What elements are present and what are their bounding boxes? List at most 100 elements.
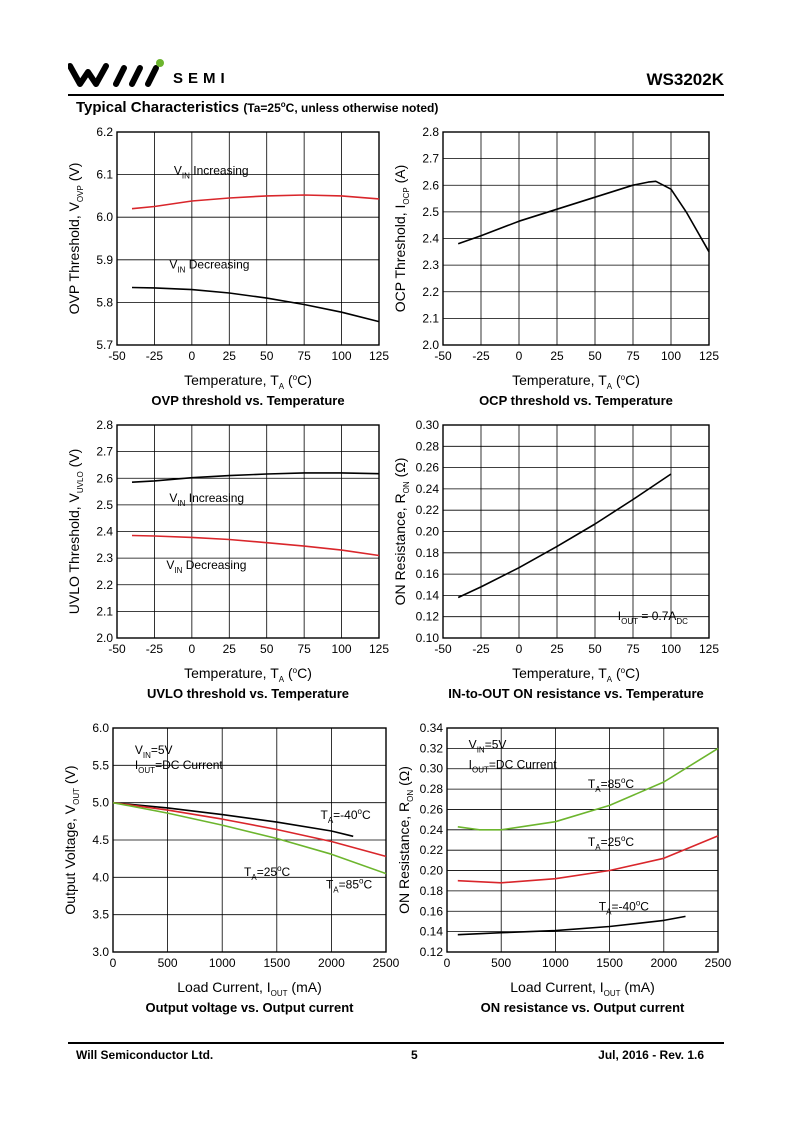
chart-3: -50 -25 0 25 50 75 100 125 2.0 2.1 2.2 2.3 2.4 2.5 2.6… <box>66 418 389 701</box>
x-axis-label: Load Current, IOUT (mA) <box>177 979 322 998</box>
y-tick-label: 0.28 <box>420 782 444 796</box>
x-tick-label: 75 <box>297 642 311 656</box>
y-tick-label: 0.34 <box>420 721 444 735</box>
section-title: Typical Characteristics (Ta=25oC, unless… <box>76 99 438 116</box>
x-tick-label: 1500 <box>263 956 290 970</box>
page-header: SEMI WS3202K <box>68 58 724 98</box>
y-tick-label: 0.32 <box>420 741 444 755</box>
series-line-2 <box>131 534 380 557</box>
x-tick-label: 0 <box>189 642 196 656</box>
y-tick-label: 0.30 <box>420 762 444 776</box>
chart-5: 0 500 1000 1500 2000 2500 3.0 3.5 4.0 4.5 5.0 5.5 6.… <box>62 721 400 1015</box>
plot-frame <box>442 131 710 346</box>
x-tick-label: 100 <box>332 642 352 656</box>
logo-text: SEMI <box>173 70 230 87</box>
y-tick-label: 0.22 <box>416 503 440 517</box>
plot-frame <box>116 131 380 346</box>
chart-annotation: VIN Decreasing <box>169 257 249 274</box>
plot-frame <box>442 424 710 639</box>
x-tick-label: 125 <box>699 349 719 363</box>
x-tick-label: 125 <box>369 349 389 363</box>
y-tick-label: 6.0 <box>96 210 113 224</box>
y-tick-label: 2.8 <box>96 418 113 432</box>
chart-annotation: TA=25oC <box>588 834 635 852</box>
chart-caption: IN-to-OUT ON resistance vs. Temperature <box>448 686 704 701</box>
chart-caption: UVLO threshold vs. Temperature <box>147 686 349 701</box>
y-tick-label: 2.1 <box>422 311 439 325</box>
y-tick-label: 2.6 <box>96 471 113 485</box>
y-tick-label: 2.8 <box>422 125 439 139</box>
x-tick-label: 50 <box>260 349 274 363</box>
series-line-2 <box>131 286 380 323</box>
y-tick-label: 2.2 <box>422 285 439 299</box>
series-line-2 <box>112 801 387 858</box>
x-tick-label: 75 <box>297 349 311 363</box>
y-tick-label: 0.14 <box>420 925 444 939</box>
y-tick-label: 2.2 <box>96 578 113 592</box>
y-tick-label: 0.16 <box>416 567 440 581</box>
x-tick-label: 125 <box>369 642 389 656</box>
series-line-3 <box>457 915 686 936</box>
header-divider <box>68 94 724 96</box>
x-tick-label: 25 <box>550 642 564 656</box>
y-tick-label: 0.10 <box>416 631 440 645</box>
section-condition: (Ta=25oC, unless otherwise noted) <box>243 100 439 115</box>
x-axis-label: Temperature, TA (oC) <box>512 372 640 391</box>
chart-annotation: VIN=5V <box>135 743 173 760</box>
y-tick-label: 0.16 <box>420 904 444 918</box>
chart-4: -50 -25 0 25 50 75 100 125 0.10 0.12 0.14 0.16 0.18 0… <box>392 418 719 701</box>
series-line-1 <box>112 801 354 838</box>
chart-annotation: TA=25oC <box>244 864 291 882</box>
footer-company: Will Semiconductor Ltd. <box>76 1048 214 1062</box>
footer-page-number: 5 <box>411 1048 418 1062</box>
y-tick-label: 0.24 <box>420 823 444 837</box>
chart-annotation: VIN Increasing <box>174 164 249 181</box>
x-tick-label: 25 <box>550 349 564 363</box>
y-tick-label: 3.0 <box>92 945 109 959</box>
y-tick-label: 5.0 <box>92 796 109 810</box>
x-tick-label: 100 <box>332 349 352 363</box>
part-number: WS3202K <box>646 70 724 89</box>
y-axis-label: ON Resistance, RON (Ω) <box>392 458 411 606</box>
x-tick-label: -25 <box>146 349 164 363</box>
chart-caption: Output voltage vs. Output current <box>145 1000 354 1015</box>
y-tick-label: 5.9 <box>96 253 113 267</box>
y-axis-label: Output Voltage, VOUT (V) <box>62 765 81 914</box>
x-tick-label: 50 <box>588 349 602 363</box>
x-tick-label: 1500 <box>596 956 623 970</box>
y-tick-label: 2.4 <box>422 232 439 246</box>
y-tick-label: 0.30 <box>416 418 440 432</box>
y-tick-label: 4.5 <box>92 833 109 847</box>
y-tick-label: 2.0 <box>96 631 113 645</box>
chart-caption: OVP threshold vs. Temperature <box>151 393 344 408</box>
x-tick-label: 75 <box>626 642 640 656</box>
x-tick-label: -25 <box>472 349 490 363</box>
chart-annotation: TA=85oC <box>588 776 635 794</box>
x-tick-label: -50 <box>108 349 126 363</box>
y-tick-label: 6.1 <box>96 168 113 182</box>
x-tick-label: -25 <box>146 642 164 656</box>
chart-annotation: TA=85oC <box>326 877 373 895</box>
y-tick-label: 2.3 <box>96 551 113 565</box>
y-tick-label: 0.18 <box>420 884 444 898</box>
y-axis-label: OVP Threshold, VOVP (V) <box>66 163 85 315</box>
x-tick-label: 50 <box>260 642 274 656</box>
chart-annotation: TA=-40oC <box>320 807 371 825</box>
y-tick-label: 0.18 <box>416 546 440 560</box>
x-tick-label: 100 <box>661 349 681 363</box>
x-tick-label: 125 <box>699 642 719 656</box>
x-tick-label: -50 <box>434 349 452 363</box>
chart-6: 0 500 1000 1500 2000 2500 0.12 0.14 0.16 0.18 0.20… <box>396 721 732 1015</box>
plot-frame <box>446 727 719 953</box>
y-tick-label: 0.14 <box>416 588 440 602</box>
x-tick-label: 500 <box>491 956 511 970</box>
chart-annotation: VIN Decreasing <box>166 558 246 575</box>
x-tick-label: 2000 <box>318 956 345 970</box>
x-tick-label: 0 <box>516 642 523 656</box>
y-axis-label: ON Resistance, RON (Ω) <box>396 766 415 914</box>
y-tick-label: 0.26 <box>420 802 444 816</box>
y-tick-label: 0.26 <box>416 461 440 475</box>
x-tick-label: 0 <box>444 956 451 970</box>
x-axis-label: Temperature, TA (oC) <box>184 372 312 391</box>
